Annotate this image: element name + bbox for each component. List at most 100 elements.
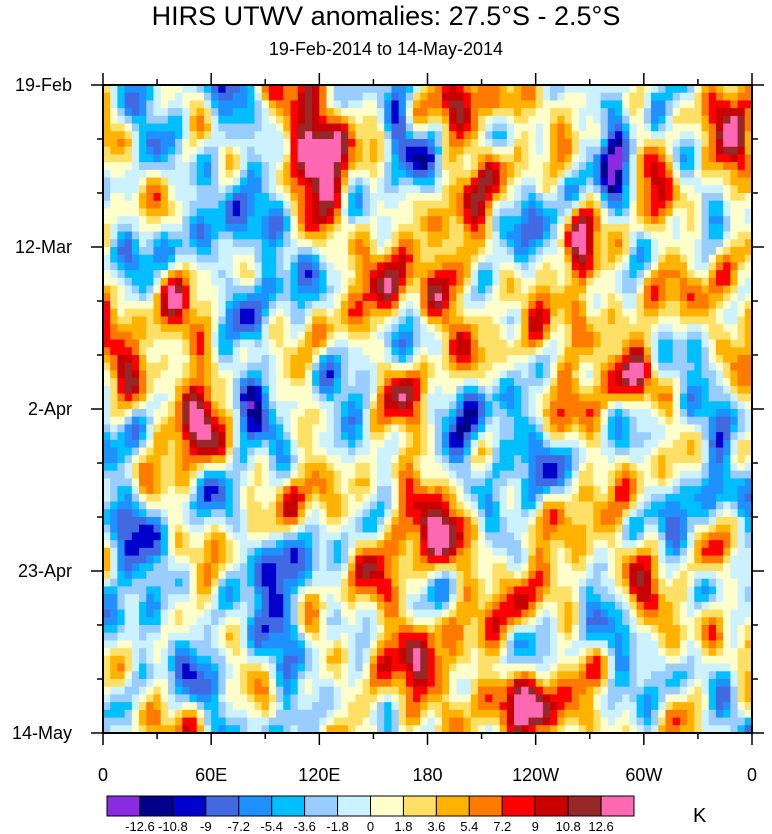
heatmap-cell [477,185,486,194]
heatmap-cell [103,200,111,210]
heatmap-cell [434,162,443,171]
heatmap-cell [232,146,241,156]
heatmap-cell [456,123,465,132]
heatmap-cell [312,470,320,480]
heatmap-cell [485,115,493,125]
heatmap-cell [441,185,450,194]
heatmap-cell [463,162,472,171]
heatmap-cell [319,270,328,279]
heatmap-cell [614,409,623,418]
heatmap-cell [694,185,703,194]
heatmap-cell [391,131,400,140]
heatmap-cell [737,301,746,310]
heatmap-cell [564,486,573,495]
heatmap-cell [153,470,162,480]
heatmap-cell [730,131,739,140]
heatmap-cell [139,247,147,256]
heatmap-cell [499,478,508,487]
heatmap-cell [369,355,378,364]
heatmap-cell [737,139,746,148]
heatmap-cell [333,393,342,402]
heatmap-cell [687,177,695,186]
heatmap-cell [535,316,544,325]
heatmap-cell [153,247,162,256]
heatmap-cell [283,154,292,163]
heatmap-cell [477,162,486,171]
heatmap-cell [607,331,616,341]
heatmap-cell [398,193,407,202]
heatmap-cell [160,331,169,341]
heatmap-cell [340,509,349,518]
heatmap-cell [369,486,378,495]
heatmap-cell [535,270,544,279]
heatmap-cell [600,270,609,279]
heatmap-cell [708,362,717,372]
heatmap-cell [225,270,234,279]
heatmap-cell [276,478,284,487]
heatmap-cell [117,455,126,464]
heatmap-cell [629,100,638,109]
heatmap-cell [283,385,292,395]
heatmap-cell [340,308,349,318]
heatmap-cell [225,432,234,441]
heatmap-cell [218,339,227,348]
heatmap-cell [557,115,566,125]
heatmap-cell [268,455,277,464]
heatmap-cell [420,331,429,341]
heatmap-cell [434,200,443,210]
heatmap-cell [362,470,371,480]
heatmap-cell [730,393,739,402]
heatmap-cell [355,463,364,472]
heatmap-cell [629,123,638,132]
heatmap-cell [492,262,501,271]
heatmap-cell [413,193,421,202]
heatmap-cell [377,200,385,210]
heatmap-cell [607,154,616,163]
heatmap-cell [261,169,270,179]
heatmap-cell [254,401,263,410]
heatmap-cell [297,416,306,426]
heatmap-cell [600,378,609,387]
heatmap-cell [218,154,227,163]
heatmap-cell [196,331,205,341]
heatmap-cell [290,131,299,140]
heatmap-cell [139,146,147,156]
heatmap-cell [232,362,241,372]
heatmap-cell [377,447,385,456]
heatmap-cell [737,293,746,302]
heatmap-cell [196,447,205,456]
heatmap-cell [643,139,652,148]
heatmap-cell [629,486,638,495]
heatmap-cell [254,301,263,310]
heatmap-cell [240,409,248,418]
heatmap-cell [578,115,587,125]
heatmap-cell [254,270,263,279]
heatmap-cell [398,339,407,348]
heatmap-cell [449,262,457,271]
heatmap-cell [441,239,450,248]
heatmap-cell [312,262,320,271]
heatmap-cell [679,200,688,210]
heatmap-cell [254,100,263,109]
heatmap-cell [283,501,292,510]
heatmap-cell [528,393,537,402]
heatmap-cell [124,146,133,156]
heatmap-cell [499,439,508,449]
heatmap-cell [232,301,241,310]
heatmap-cell [571,146,580,156]
heatmap-cell [687,393,695,402]
heatmap-cell [297,108,306,117]
heatmap-cell [124,509,133,518]
heatmap-cell [139,293,147,302]
heatmap-cell [304,355,313,364]
heatmap-cell [687,409,695,418]
heatmap-cell [564,293,573,302]
heatmap-cell [326,378,335,387]
heatmap-cell [701,324,710,333]
heatmap-cell [131,339,140,348]
heatmap-cell [535,355,544,364]
heatmap-cell [254,463,263,472]
heatmap-cell [369,316,378,325]
heatmap-cell [283,439,292,449]
heatmap-cell [470,355,479,364]
